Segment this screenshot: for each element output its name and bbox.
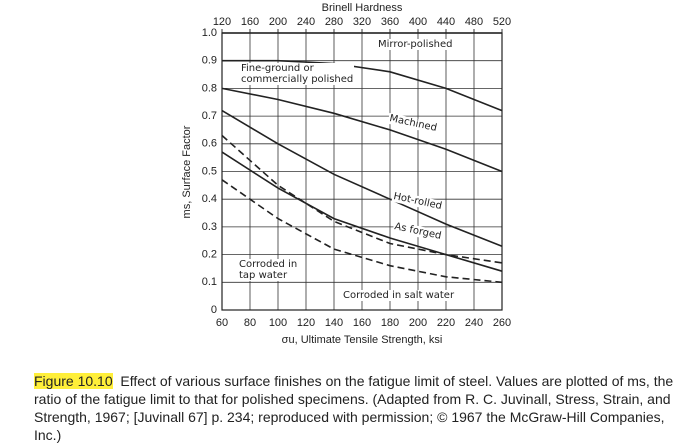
series-line [221,109,503,248]
x-tick-label: 220 [437,317,455,329]
x2-tick-label: 240 [297,16,315,28]
y-tick-label: 1.0 [202,27,217,39]
x2-tick-label: 400 [409,16,427,28]
y-tick-label: 0.7 [202,110,217,122]
caption-label: Figure 10.10 [34,373,113,389]
y-tick-label: 0.2 [202,249,217,261]
y-tick-label: 0.1 [202,276,217,288]
x-tick-label: 180 [381,317,399,329]
series-annotation: Mirror-polished [377,39,454,50]
x-tick-label: 260 [493,317,511,329]
x2-tick-label: 120 [213,16,231,28]
x2-tick-label: 520 [493,16,511,28]
y-tick-label: 0.9 [202,55,217,67]
x-tick-label: 200 [409,317,427,329]
series-annotation: Corroded in tap water [238,259,299,281]
caption-text: Effect of various surface finishes on th… [34,373,674,443]
x-tick-label: 60 [216,317,228,329]
y-tick-label: 0 [211,304,217,316]
x2-tick-label: 440 [437,16,455,28]
x2-tick-label: 320 [353,16,371,28]
x-tick-label: 240 [465,317,483,329]
series-annotation: Fine-ground or commercially polished [240,63,355,85]
y-tick-label: 0.6 [202,138,217,150]
x-tick-label: 100 [269,317,287,329]
series-line [221,87,503,173]
x2-tick-label: 280 [325,16,343,28]
y-tick-label: 0.8 [202,82,217,94]
x2-tick-label: 480 [465,16,483,28]
y-tick-label: 0.3 [202,221,217,233]
series-line [221,179,503,284]
series-line [221,134,503,264]
x2-tick-label: 160 [241,16,259,28]
x2-tick-label: 360 [381,16,399,28]
chart: Brinell Hardness σu, Ultimate Tensile St… [181,2,511,346]
series-line [222,59,503,112]
caption: Figure 10.10 Effect of various surface f… [34,372,674,444]
x-tick-label: 160 [353,317,371,329]
x-axis-title: σu, Ultimate Tensile Strength, ksi [282,334,443,346]
series-annotation: Corroded in salt water [342,290,456,301]
y-tick-label: 0.5 [202,165,217,177]
series-line [221,151,503,272]
y-tick-label: 0.4 [202,193,217,205]
x-tick-label: 80 [244,317,256,329]
x2-axis-title: Brinell Hardness [322,2,403,14]
x-tick-label: 120 [297,317,315,329]
x2-tick-label: 200 [269,16,287,28]
y-axis-title: ms, Surface Factor [181,125,193,218]
x-tick-label: 140 [325,317,343,329]
